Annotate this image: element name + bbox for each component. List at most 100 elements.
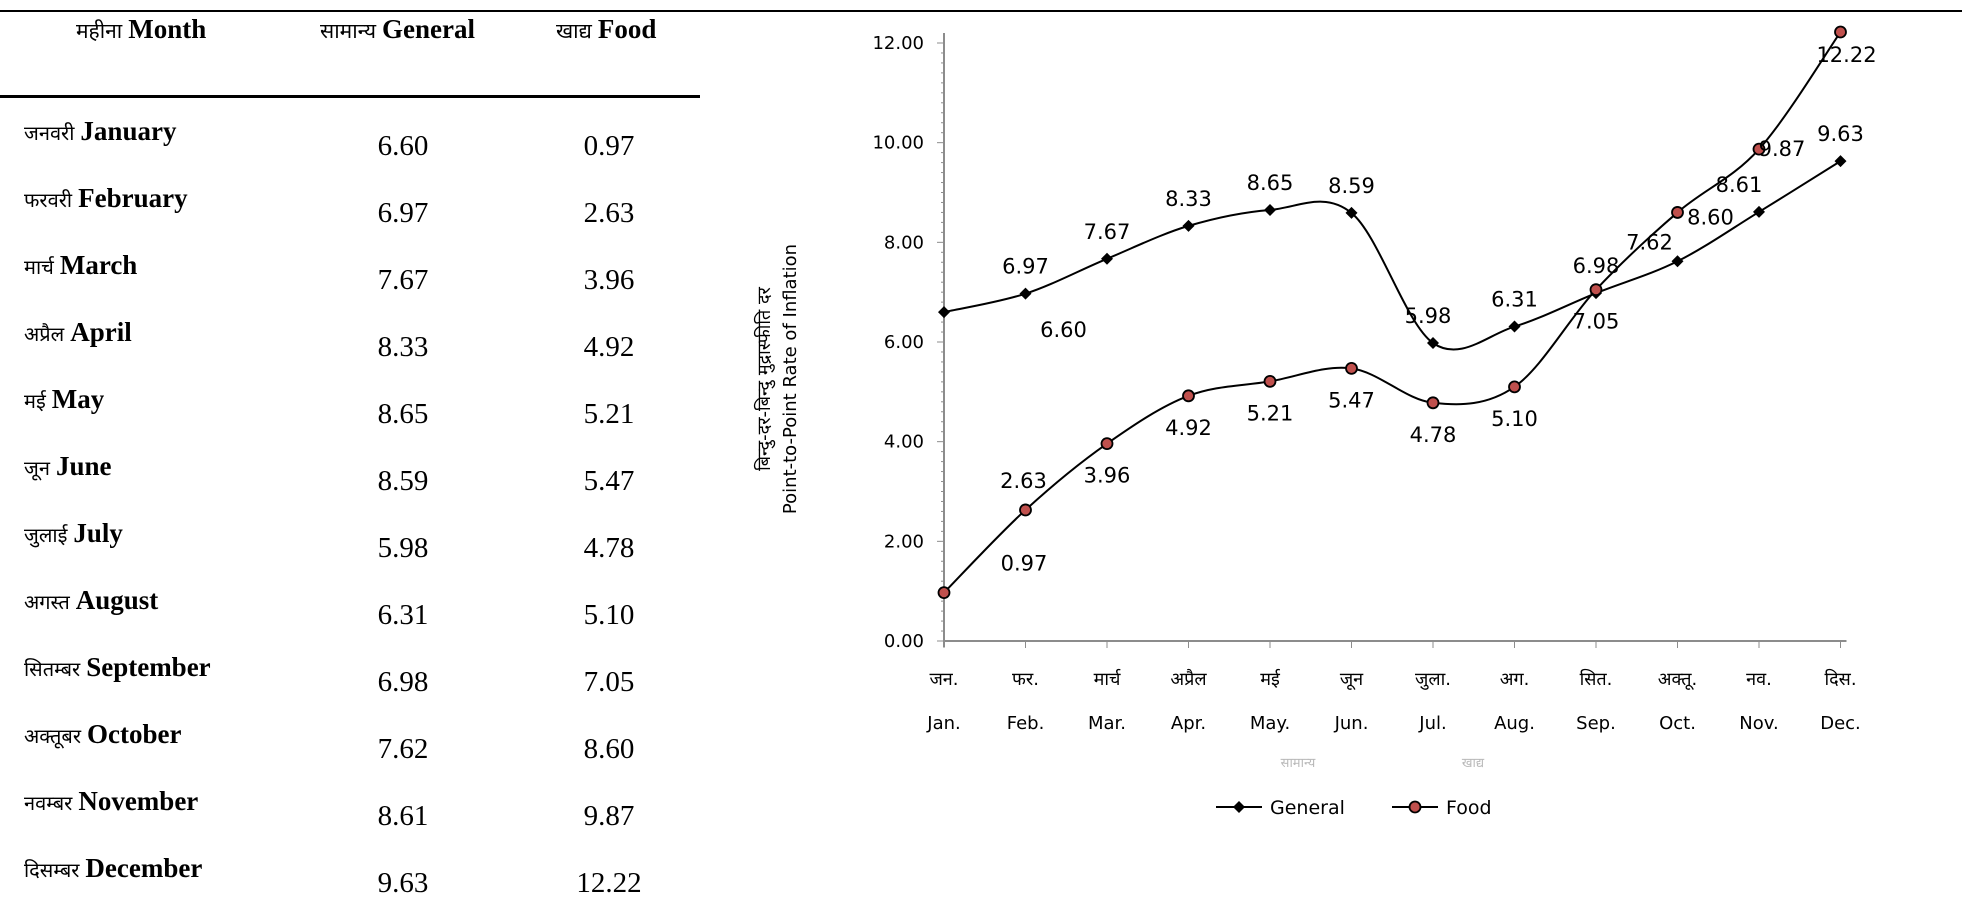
table-row: जनवरी January 6.60 0.97 [0, 116, 700, 183]
food-data-label: 5.10 [1491, 407, 1538, 431]
header-rule [0, 95, 700, 98]
general-point [1019, 287, 1032, 300]
general-value: 6.60 [377, 130, 429, 162]
month-hi: अप्रैल [24, 322, 65, 346]
top-rule [0, 10, 1962, 12]
food-data-label: 8.60 [1687, 205, 1734, 229]
month-cell: अप्रैल April [24, 317, 132, 348]
table-row: जुलाई July 5.98 4.78 [0, 518, 700, 585]
header-food-en: Food [597, 14, 657, 44]
x-tick-label-hi: जुला. [1415, 669, 1451, 690]
month-hi: जुलाई [24, 523, 68, 547]
food-data-label: 2.63 [1000, 469, 1047, 493]
general-value: 7.62 [377, 733, 429, 765]
x-tick-label-hi: अग. [1500, 669, 1530, 690]
food-value: 2.63 [583, 197, 635, 229]
general-value: 8.59 [377, 465, 429, 497]
y-tick-label: 6.00 [884, 332, 924, 353]
month-cell: जुलाई July [24, 518, 123, 549]
general-data-label: 8.65 [1247, 171, 1294, 195]
food-data-label: 5.47 [1328, 388, 1375, 412]
header-month: महीना Month [76, 14, 206, 45]
general-data-label: 8.61 [1716, 173, 1763, 197]
y-axis-title-hi: बिन्दु-दर-बिन्दु मुद्रास्फीति दर [753, 286, 776, 470]
general-point [1427, 336, 1439, 349]
food-point [1589, 283, 1603, 297]
food-data-label: 3.96 [1084, 464, 1131, 488]
month-hi: जून [24, 456, 50, 480]
month-en: August [75, 585, 159, 615]
general-data-label: 6.97 [1002, 255, 1049, 279]
x-tick-label-hi: अक्तू. [1658, 669, 1697, 690]
food-data-label: 4.92 [1165, 416, 1212, 440]
food-data-label: 0.97 [1001, 552, 1048, 576]
x-tick-label-hi: दिस. [1824, 668, 1856, 690]
x-tick-label: Mar. [1088, 713, 1126, 734]
general-data-label: 5.98 [1405, 304, 1452, 328]
x-tick-label-hi: मई [1260, 668, 1281, 690]
general-data-label: 8.33 [1165, 187, 1212, 211]
general-data-label: 9.63 [1817, 122, 1864, 146]
header-general-en: General [382, 14, 475, 44]
x-tick-label: Sep. [1576, 713, 1616, 734]
x-tick-label: Aug. [1494, 713, 1535, 734]
header-food: खाद्य Food [556, 14, 656, 45]
table-row: मार्च March 7.67 3.96 [0, 250, 700, 317]
general-point [1508, 320, 1521, 333]
month-cell: दिसम्बर December [24, 853, 202, 884]
food-value: 3.96 [583, 264, 635, 296]
food-value: 9.87 [583, 800, 635, 832]
month-en: October [87, 719, 182, 749]
table-row: दिसम्बर December 9.63 12.22 [0, 853, 700, 920]
header-month-hi: महीना [76, 19, 123, 43]
month-hi: नवम्बर [24, 791, 73, 815]
legend-food-marker [1408, 800, 1422, 814]
general-point [1671, 255, 1684, 268]
month-en: September [86, 652, 211, 682]
inflation-line-chart: 0.00 2.00 4.00 6.00 8.00 10.00 12.00 जन. Jan. फर.… [730, 20, 1962, 898]
y-tick-label: 10.00 [872, 133, 924, 154]
general-value: 8.65 [377, 398, 429, 430]
x-tick-label-hi: नव. [1746, 669, 1772, 690]
header-month-en: Month [128, 14, 207, 44]
legend-general-label: General [1270, 797, 1345, 819]
x-tick-label-hi: सित. [1580, 668, 1613, 690]
general-point [938, 306, 950, 319]
food-point [1834, 25, 1847, 39]
table-row: मई May 8.65 5.21 [0, 384, 700, 451]
x-tick-label-hi: जन. [929, 669, 958, 690]
month-en: June [55, 451, 112, 481]
month-hi: सितम्बर [24, 657, 81, 681]
general-data-label: 6.31 [1491, 288, 1538, 312]
month-hi: जनवरी [24, 121, 75, 145]
table-row: फरवरी February 6.97 2.63 [0, 183, 700, 250]
month-hi: फरवरी [24, 188, 73, 212]
month-cell: मार्च March [24, 250, 137, 281]
food-point [1426, 396, 1440, 410]
x-tick-label: May. [1250, 713, 1290, 734]
food-point [1019, 503, 1032, 517]
general-point [1101, 252, 1113, 265]
food-value: 4.78 [583, 532, 635, 564]
month-cell: मई May [24, 384, 104, 415]
header-general: सामान्य General [320, 14, 475, 45]
food-data-label: 7.05 [1573, 310, 1620, 334]
food-point [1182, 389, 1195, 403]
y-tick-label: 2.00 [884, 531, 924, 552]
general-point [1345, 206, 1358, 219]
y-axis-title: Point-to-Point Rate of Inflation [780, 244, 801, 514]
month-cell: जून June [24, 451, 111, 482]
table-row: सितम्बर September 6.98 7.05 [0, 652, 700, 719]
food-value: 0.97 [583, 130, 635, 162]
inflation-table: महीना Month सामान्य General खाद्य Food जनवर… [0, 0, 710, 899]
y-tick-label: 8.00 [884, 232, 924, 253]
y-tick-label: 0.00 [884, 631, 924, 652]
food-value: 5.21 [583, 398, 635, 430]
month-en: December [85, 853, 203, 883]
food-point [937, 586, 951, 600]
food-value: 12.22 [576, 867, 642, 899]
month-hi: अगस्त [24, 590, 70, 614]
food-data-label: 5.21 [1247, 401, 1294, 425]
general-value: 6.98 [377, 666, 429, 698]
food-value: 5.47 [583, 465, 635, 497]
